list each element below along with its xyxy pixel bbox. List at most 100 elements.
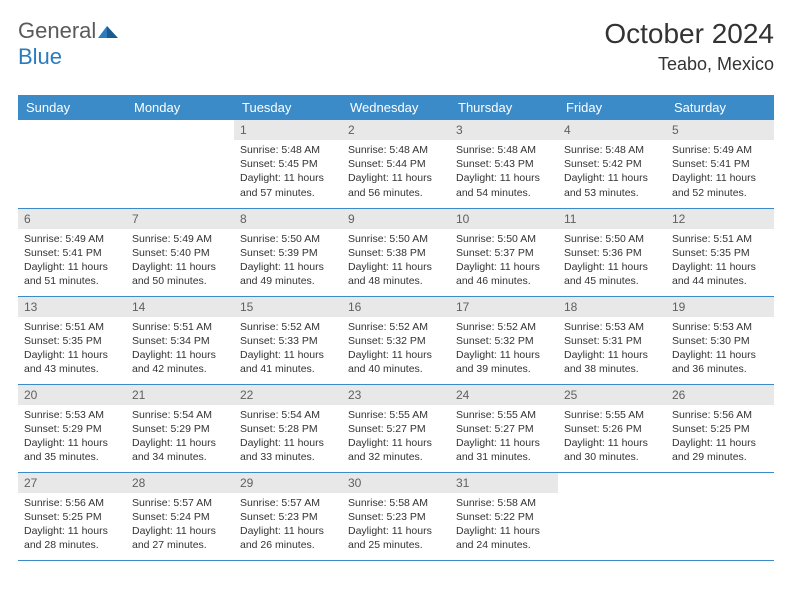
sunset-line: Sunset: 5:33 PM [240,334,336,348]
day-number: 30 [342,473,450,493]
sunrise-line: Sunrise: 5:50 AM [348,232,444,246]
sunset-line: Sunset: 5:45 PM [240,157,336,171]
day-body: Sunrise: 5:53 AMSunset: 5:30 PMDaylight:… [666,317,774,383]
daylight-line: Daylight: 11 hours and 54 minutes. [456,171,552,199]
sunrise-line: Sunrise: 5:58 AM [456,496,552,510]
day-body: Sunrise: 5:57 AMSunset: 5:24 PMDaylight:… [126,493,234,559]
sunrise-line: Sunrise: 5:55 AM [456,408,552,422]
daylight-line: Daylight: 11 hours and 35 minutes. [24,436,120,464]
daylight-line: Daylight: 11 hours and 40 minutes. [348,348,444,376]
day-body: Sunrise: 5:52 AMSunset: 5:32 PMDaylight:… [450,317,558,383]
day-number: 29 [234,473,342,493]
sunset-line: Sunset: 5:29 PM [24,422,120,436]
day-number: 27 [18,473,126,493]
calendar-empty [666,472,774,560]
header: GeneralBlue October 2024 Teabo, Mexico [18,18,774,75]
day-number: 4 [558,120,666,140]
month-title: October 2024 [604,18,774,50]
sunrise-line: Sunrise: 5:49 AM [672,143,768,157]
day-number: 9 [342,209,450,229]
day-number: 18 [558,297,666,317]
calendar-day: 21Sunrise: 5:54 AMSunset: 5:29 PMDayligh… [126,384,234,472]
sunset-line: Sunset: 5:26 PM [564,422,660,436]
calendar-day: 8 Sunrise: 5:50 AMSunset: 5:39 PMDaylight… [234,208,342,296]
calendar-day: 17Sunrise: 5:52 AMSunset: 5:32 PMDayligh… [450,296,558,384]
day-number: 8 [234,209,342,229]
day-number: 25 [558,385,666,405]
sunset-line: Sunset: 5:27 PM [348,422,444,436]
daylight-line: Daylight: 11 hours and 24 minutes. [456,524,552,552]
location: Teabo, Mexico [604,54,774,75]
calendar-day: 31Sunrise: 5:58 AMSunset: 5:22 PMDayligh… [450,472,558,560]
daylight-line: Daylight: 11 hours and 43 minutes. [24,348,120,376]
day-body: Sunrise: 5:53 AMSunset: 5:31 PMDaylight:… [558,317,666,383]
calendar-day: 18Sunrise: 5:53 AMSunset: 5:31 PMDayligh… [558,296,666,384]
day-body: Sunrise: 5:55 AMSunset: 5:27 PMDaylight:… [450,405,558,471]
day-body: Sunrise: 5:49 AMSunset: 5:40 PMDaylight:… [126,229,234,295]
day-number: 17 [450,297,558,317]
sunrise-line: Sunrise: 5:56 AM [24,496,120,510]
sunrise-line: Sunrise: 5:53 AM [564,320,660,334]
sunset-line: Sunset: 5:42 PM [564,157,660,171]
calendar-day: 26Sunrise: 5:56 AMSunset: 5:25 PMDayligh… [666,384,774,472]
calendar-day: 9Sunrise: 5:50 AMSunset: 5:38 PMDaylight… [342,208,450,296]
sunset-line: Sunset: 5:31 PM [564,334,660,348]
calendar-day: 1Sunrise: 5:48 AMSunset: 5:45 PMDaylight… [234,120,342,208]
calendar-day: 29Sunrise: 5:57 AMSunset: 5:23 PMDayligh… [234,472,342,560]
sunset-line: Sunset: 5:43 PM [456,157,552,171]
sunrise-line: Sunrise: 5:51 AM [24,320,120,334]
daylight-line: Daylight: 11 hours and 31 minutes. [456,436,552,464]
day-body: Sunrise: 5:53 AMSunset: 5:29 PMDaylight:… [18,405,126,471]
sunset-line: Sunset: 5:27 PM [456,422,552,436]
sunrise-line: Sunrise: 5:50 AM [564,232,660,246]
weekday-header: Saturday [666,95,774,120]
calendar-row: 20Sunrise: 5:53 AMSunset: 5:29 PMDayligh… [18,384,774,472]
daylight-line: Daylight: 11 hours and 42 minutes. [132,348,228,376]
day-body: Sunrise: 5:56 AMSunset: 5:25 PMDaylight:… [666,405,774,471]
day-number: 26 [666,385,774,405]
day-number: 31 [450,473,558,493]
sunset-line: Sunset: 5:38 PM [348,246,444,260]
sunrise-line: Sunrise: 5:48 AM [564,143,660,157]
weekday-header: Tuesday [234,95,342,120]
sunset-line: Sunset: 5:35 PM [24,334,120,348]
sunrise-line: Sunrise: 5:49 AM [24,232,120,246]
calendar-day: 25Sunrise: 5:55 AMSunset: 5:26 PMDayligh… [558,384,666,472]
daylight-line: Daylight: 11 hours and 51 minutes. [24,260,120,288]
logo-text: GeneralBlue [18,18,120,70]
calendar-day: 12Sunrise: 5:51 AMSunset: 5:35 PMDayligh… [666,208,774,296]
day-number: 16 [342,297,450,317]
calendar-day: 16Sunrise: 5:52 AMSunset: 5:32 PMDayligh… [342,296,450,384]
day-number: 5 [666,120,774,140]
daylight-line: Daylight: 11 hours and 39 minutes. [456,348,552,376]
daylight-line: Daylight: 11 hours and 57 minutes. [240,171,336,199]
sunrise-line: Sunrise: 5:57 AM [240,496,336,510]
day-body: Sunrise: 5:51 AMSunset: 5:35 PMDaylight:… [666,229,774,295]
sunrise-line: Sunrise: 5:53 AM [24,408,120,422]
calendar-row: 6Sunrise: 5:49 AMSunset: 5:41 PMDaylight… [18,208,774,296]
calendar-day: 5Sunrise: 5:49 AMSunset: 5:41 PMDaylight… [666,120,774,208]
day-number: 28 [126,473,234,493]
day-body: Sunrise: 5:48 AMSunset: 5:45 PMDaylight:… [234,140,342,206]
daylight-line: Daylight: 11 hours and 25 minutes. [348,524,444,552]
daylight-line: Daylight: 11 hours and 53 minutes. [564,171,660,199]
calendar-head: SundayMondayTuesdayWednesdayThursdayFrid… [18,95,774,120]
logo: GeneralBlue [18,18,120,70]
sunrise-line: Sunrise: 5:52 AM [456,320,552,334]
sunset-line: Sunset: 5:39 PM [240,246,336,260]
sunrise-line: Sunrise: 5:52 AM [348,320,444,334]
sunrise-line: Sunrise: 5:48 AM [348,143,444,157]
calendar-day: 2Sunrise: 5:48 AMSunset: 5:44 PMDaylight… [342,120,450,208]
sunset-line: Sunset: 5:35 PM [672,246,768,260]
sunrise-line: Sunrise: 5:50 AM [240,232,336,246]
day-number: 23 [342,385,450,405]
sunrise-line: Sunrise: 5:54 AM [240,408,336,422]
day-body: Sunrise: 5:48 AMSunset: 5:44 PMDaylight:… [342,140,450,206]
daylight-line: Daylight: 11 hours and 32 minutes. [348,436,444,464]
weekday-header: Monday [126,95,234,120]
sunrise-line: Sunrise: 5:48 AM [240,143,336,157]
daylight-line: Daylight: 11 hours and 49 minutes. [240,260,336,288]
day-number: 22 [234,385,342,405]
day-number: 6 [18,209,126,229]
day-number: 1 [234,120,342,140]
